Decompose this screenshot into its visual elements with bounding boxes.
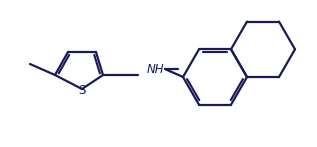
Text: S: S: [78, 83, 86, 96]
Text: NH: NH: [146, 62, 164, 76]
